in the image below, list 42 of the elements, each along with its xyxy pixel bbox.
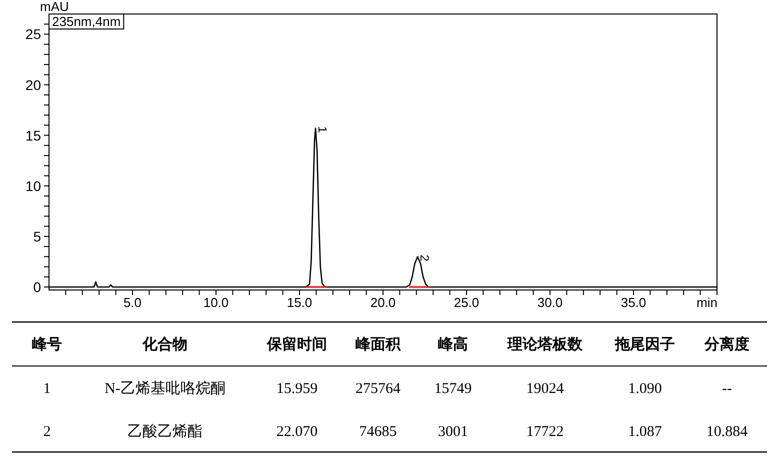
text: 3001	[438, 424, 468, 440]
text: 22.070	[276, 424, 318, 440]
category-label: 化合物	[142, 336, 188, 353]
category-label: 保留时间	[266, 336, 327, 353]
y-tick-label: 0	[33, 278, 42, 295]
text: 1.087	[628, 424, 662, 440]
text: 275764	[356, 381, 400, 397]
text: 19024	[526, 381, 564, 397]
x-tick-label: 30.0	[537, 295, 563, 310]
x-tick-label: 10.0	[203, 295, 229, 310]
category-label: 峰面积	[356, 336, 402, 353]
category-label: 分离度	[704, 335, 750, 353]
x-tick-label: 20.0	[370, 295, 396, 310]
text: 1	[43, 381, 51, 397]
annotation: 235nm,4nm	[52, 14, 121, 29]
x-tick-label: 15.0	[286, 295, 312, 310]
y-tick-label: 20	[25, 76, 42, 93]
category-label: 峰号	[32, 336, 62, 353]
y-tick-label: 10	[25, 178, 42, 194]
text: 15749	[434, 381, 472, 397]
x-tick-label: 5.0	[123, 295, 142, 310]
text: 17722	[526, 424, 564, 440]
text: 乙酸乙烯酯	[128, 424, 202, 440]
category-label: 拖尾因子	[614, 336, 675, 353]
text: 2	[43, 424, 51, 440]
x-axis-title: min	[696, 295, 718, 310]
y-tick-label: 15	[25, 127, 42, 144]
text: --	[722, 381, 732, 397]
annotation: 1	[316, 126, 330, 134]
category-label: 理论塔板数	[506, 336, 584, 353]
text: N-乙烯基吡咯烷酮	[104, 381, 226, 397]
y-tick-label: 25	[25, 26, 42, 42]
x-tick-label: 25.0	[454, 295, 480, 310]
text: 74685	[359, 424, 397, 440]
x-tick-label: 35.0	[620, 295, 646, 310]
y-tick-label: 5	[33, 228, 42, 244]
y-axis-title: mAU	[40, 0, 69, 14]
text: 15.959	[276, 381, 318, 397]
text: 10.884	[706, 424, 748, 440]
text: 1.090	[628, 381, 662, 397]
category-label: 峰高	[438, 335, 468, 353]
annotation: 2	[418, 254, 432, 262]
